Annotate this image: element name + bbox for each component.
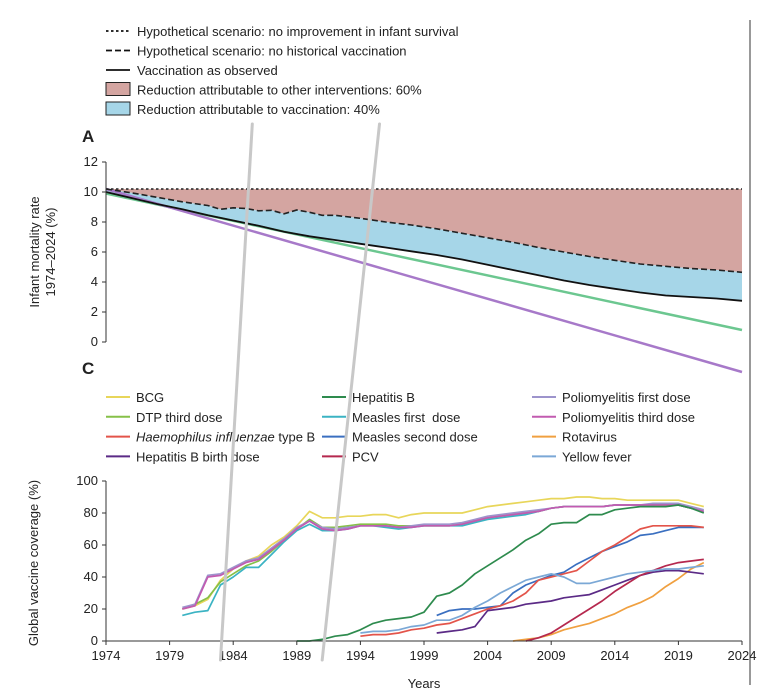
legend-c-label: Measles second dose: [352, 430, 478, 445]
vertical-marker-line-2: [320, 122, 381, 662]
series-line-hepatitis-b-birth-dose: [436, 569, 704, 634]
panel-c-x-tick-label: 1979: [155, 648, 184, 663]
panel-a-y-tick-label: 10: [84, 184, 98, 199]
panel-c-x-tick-label: 1994: [346, 648, 375, 663]
panel-a-y-tick-label: 6: [91, 244, 98, 259]
series-line-pcv: [525, 558, 704, 642]
panel-c-y-tick-label: 20: [84, 601, 98, 616]
line-purple-reference: [105, 187, 743, 374]
panel-c-y-tick-label: 100: [76, 473, 98, 488]
legend-a-label: Hypothetical scenario: no historical vac…: [137, 44, 407, 59]
legend-a-label: Reduction attributable to vaccination: 4…: [137, 102, 380, 117]
legend-a-label: Reduction attributable to other interven…: [137, 83, 422, 98]
legend-c-label-suffix: type B: [275, 430, 315, 445]
legend-a-label: Hypothetical scenario: no improvement in…: [137, 24, 459, 39]
panel-c-x-tick-label: 2009: [537, 648, 566, 663]
series-line-bcg: [182, 496, 705, 610]
area-vaccination: [106, 189, 742, 301]
series-line-yellow-fever: [360, 564, 704, 634]
series-line-poliomyelitis-third-dose: [182, 504, 705, 610]
panel-c-x-tick-label: 1984: [219, 648, 248, 663]
panel-a-y-axis-title-line: Infant mortality rate: [27, 196, 42, 307]
legend-a-label: Vaccination as observed: [137, 63, 278, 78]
series-line-haemophilus-influenzae-type-b: [360, 524, 704, 638]
legend-c-label: Hepatitis B: [352, 390, 415, 405]
panel-a-y-tick-label: 2: [91, 304, 98, 319]
panel-c-x-tick-label: 2019: [664, 648, 693, 663]
panel-c-x-tick-label: 1999: [410, 648, 439, 663]
series-line-poliomyelitis-first-dose: [182, 502, 705, 609]
panel-a-y-tick-label: 0: [91, 334, 98, 349]
legend-c-label: Yellow fever: [562, 449, 632, 464]
panel-c-x-tick-label: 2024: [728, 648, 757, 663]
panel-c-legend: BCG Hepatitis B Poliomyelitis first dose DT…: [106, 390, 695, 464]
panel-a-label: A: [82, 127, 94, 146]
panel-c-x-tick-label: 1974: [92, 648, 121, 663]
line-vaccination-observed: [105, 191, 743, 302]
panel-c-y-tick-label: 0: [91, 633, 98, 648]
legend-c-label: Haemophilus influenzae type B: [136, 430, 315, 445]
legend-c-label: Poliomyelitis third dose: [562, 410, 695, 425]
panel-a-y-axis-title-line: 1974–2024 (%): [43, 208, 58, 297]
legend-c-label: Measles first dose: [352, 410, 460, 425]
panel-c-y-tick-label: 60: [84, 537, 98, 552]
legend-a-swatch-reduction-attributable-to-other-interventions-60: [105, 82, 131, 96]
panel-c-y-tick-label: 40: [84, 569, 98, 584]
panel-a-infant-mortality-chart: 0 2 4 6 8 10 12 Infant mortality rate 1974–2024 …: [27, 154, 743, 374]
legend-c-label: DTP third dose: [136, 410, 222, 425]
panel-c-y-tick-label: 80: [84, 505, 98, 520]
panel-a-y-tick-label: 12: [84, 154, 98, 169]
panel-a-y-tick-label: 4: [91, 274, 98, 289]
series-line-hepatitis-b: [296, 504, 705, 642]
panel-c-x-tick-label: 2014: [600, 648, 629, 663]
legend-a-swatch-reduction-attributable-to-vaccination-40: [105, 101, 131, 116]
legend-c-label: Rotavirus: [562, 430, 617, 445]
panel-c-x-tick-label: 2004: [473, 648, 502, 663]
line-no-vaccination: [105, 188, 743, 274]
panel-c-x-tick-label: 1989: [282, 648, 311, 663]
panel-a-y-tick-label: 8: [91, 214, 98, 229]
panel-a-legend: Hypothetical scenario: no improvement in…: [105, 24, 459, 117]
legend-c-label: PCV: [352, 449, 379, 464]
vertical-marker-line-1: [219, 122, 254, 662]
series-line-measles-second-dose: [436, 526, 704, 617]
panel-c-x-axis-title: Years: [408, 676, 441, 691]
panel-c-label: C: [82, 359, 94, 378]
area-other-interventions: [106, 189, 742, 273]
legend-c-label: Hepatitis B birth dose: [136, 449, 260, 464]
panel-c-vaccine-coverage-chart: 0 20 40 60 80 100 1974 1979 1984 1989 1994 1999 2004…: [26, 473, 756, 691]
legend-c-label: Poliomyelitis first dose: [562, 390, 691, 405]
legend-c-label-italic: Haemophilus influenzae: [136, 430, 275, 445]
panel-c-y-axis-title: Global vaccine coverage (%): [26, 480, 41, 646]
legend-c-label: BCG: [136, 390, 164, 405]
